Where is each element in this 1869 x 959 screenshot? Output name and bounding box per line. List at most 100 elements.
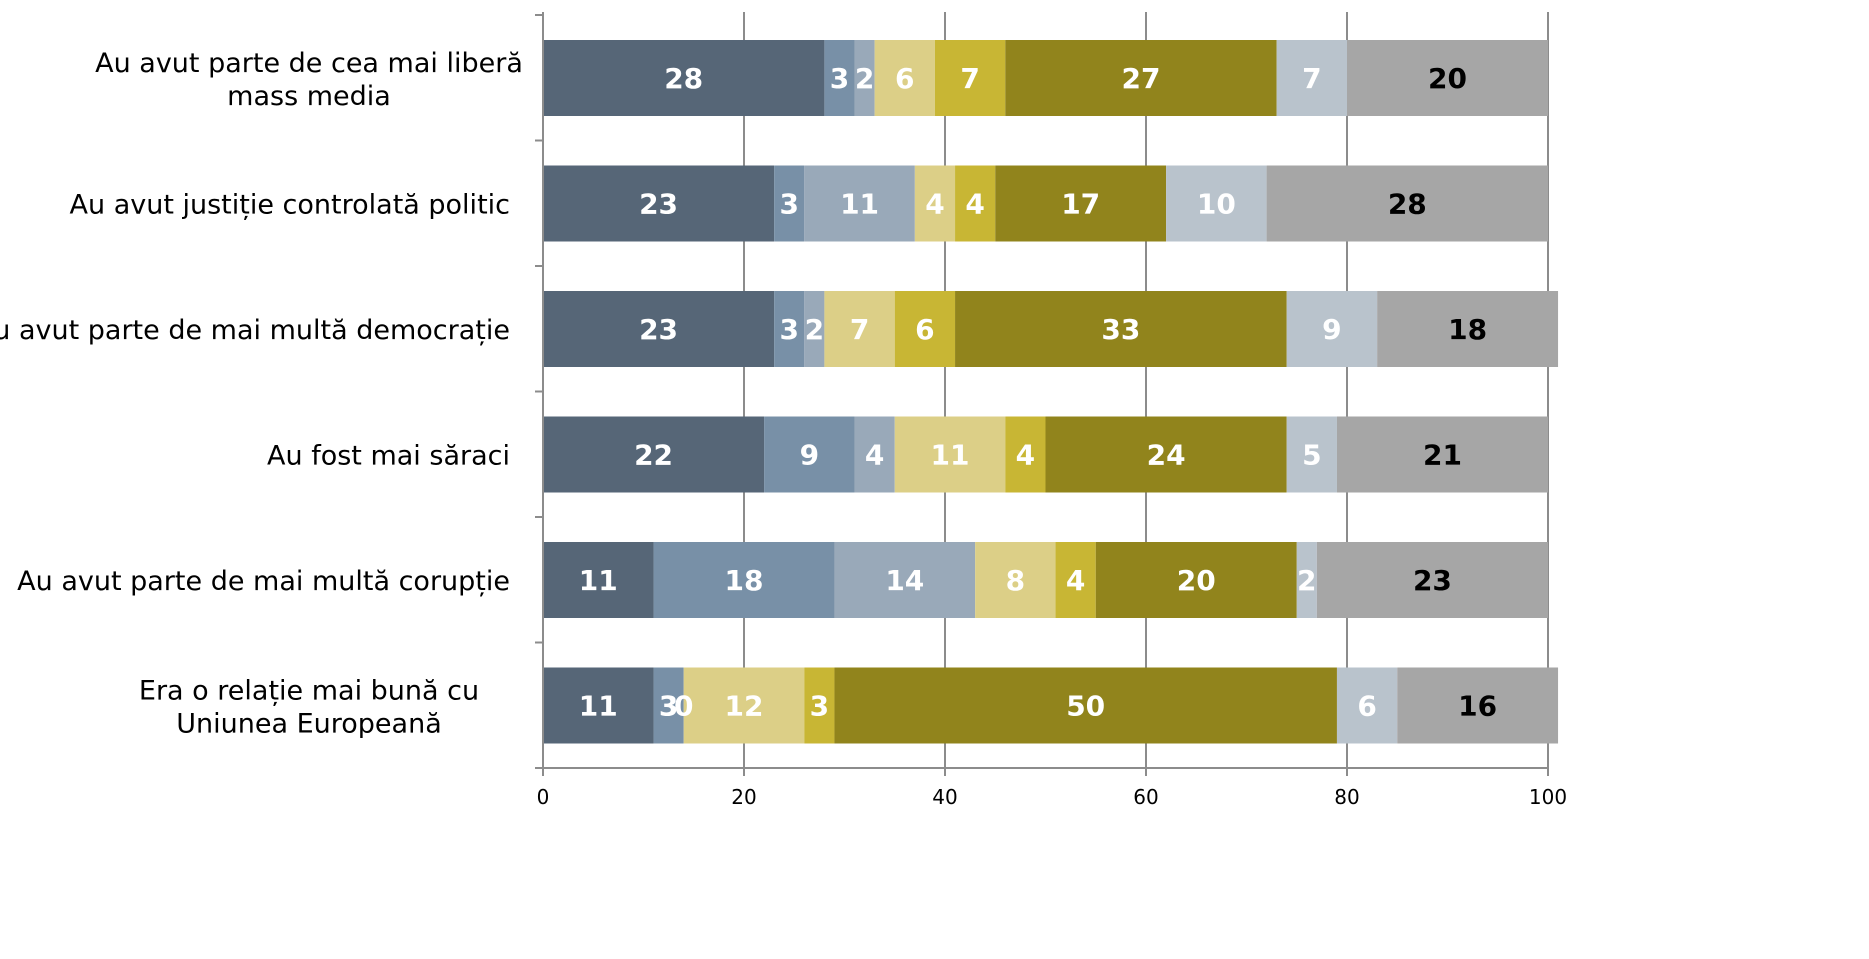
data-label: 9 xyxy=(1322,313,1341,346)
bar-segment xyxy=(1005,416,1046,493)
x-tick-label: 60 xyxy=(1133,785,1158,809)
bar-segment xyxy=(874,40,935,116)
bar-segment xyxy=(1347,40,1548,116)
bar-segment xyxy=(764,416,855,493)
data-label: 3 xyxy=(779,188,798,221)
bar-segment xyxy=(774,291,805,367)
data-label: 24 xyxy=(1147,439,1186,472)
data-label: 23 xyxy=(639,313,678,346)
category-labels: Au avut parte de cea mai liberă mass medi… xyxy=(0,48,523,740)
data-label: 3 xyxy=(779,313,798,346)
x-tick-label: 0 xyxy=(537,785,550,809)
data-label: 3 xyxy=(830,62,849,95)
bar-segment xyxy=(653,542,835,618)
data-label: 11 xyxy=(840,188,879,221)
bar-segment xyxy=(1045,416,1287,493)
bar-segment xyxy=(1397,667,1559,744)
bar-segment xyxy=(834,667,1337,744)
data-label: 6 xyxy=(1357,690,1376,723)
bar-segment xyxy=(1266,165,1548,242)
data-label: 3 xyxy=(810,690,829,723)
bar-segment xyxy=(995,165,1167,242)
data-label: 6 xyxy=(895,62,914,95)
category-label-line: Era o relație mai bună cu xyxy=(139,676,479,707)
bar-segment xyxy=(854,416,895,493)
data-label: 7 xyxy=(960,62,979,95)
bar-segment xyxy=(1336,667,1398,744)
data-label: 2 xyxy=(855,62,874,95)
bar-segment xyxy=(683,667,805,744)
bar-segment xyxy=(955,165,996,242)
category-label: Au avut justiție controlată politic xyxy=(70,190,510,221)
x-tick-label: 20 xyxy=(731,785,756,809)
data-label: 0 xyxy=(674,690,693,723)
bar-segment xyxy=(543,165,775,242)
bar-segment xyxy=(894,291,956,367)
bar-segment xyxy=(543,291,775,367)
data-label: 23 xyxy=(1413,564,1452,597)
bar-segment xyxy=(1377,291,1559,367)
x-tick-label: 100 xyxy=(1529,785,1567,809)
data-label: 22 xyxy=(634,439,673,472)
data-label: 9 xyxy=(800,439,819,472)
bar-segment xyxy=(653,667,684,744)
data-label: 2 xyxy=(1297,564,1316,597)
bar-segment xyxy=(1336,416,1548,493)
category-label: Au fost mai săraci xyxy=(267,441,510,472)
data-label: 27 xyxy=(1121,62,1160,95)
data-label: 7 xyxy=(850,313,869,346)
bar-segment xyxy=(955,291,1287,367)
category-label: Au avut parte de mai multă corupție xyxy=(17,566,510,597)
bar-segment xyxy=(543,40,825,116)
data-label: 16 xyxy=(1458,690,1497,723)
data-label: 4 xyxy=(1016,439,1035,472)
bar-segment xyxy=(975,542,1056,618)
data-label: 20 xyxy=(1428,62,1467,95)
data-label: 12 xyxy=(725,690,764,723)
bar-segment xyxy=(854,40,875,116)
bar-segment xyxy=(1055,542,1096,618)
bar-segment xyxy=(1286,291,1378,367)
category-label-line: Au avut parte de cea mai liberă xyxy=(95,48,523,79)
bar-segment xyxy=(804,291,825,367)
data-label: 33 xyxy=(1101,313,1140,346)
bar-segment xyxy=(1316,542,1548,618)
data-label: 2 xyxy=(805,313,824,346)
data-label: 10 xyxy=(1197,188,1236,221)
data-label: 4 xyxy=(865,439,884,472)
bar-segment xyxy=(834,542,976,618)
data-label: 20 xyxy=(1177,564,1216,597)
bar-segment xyxy=(824,291,895,367)
bar-segment xyxy=(1095,542,1297,618)
bar-segment xyxy=(1005,40,1277,116)
bar-segment xyxy=(824,40,855,116)
bar-segment xyxy=(543,416,765,493)
data-label: 17 xyxy=(1061,188,1100,221)
bar-segment xyxy=(543,667,654,744)
category-label-line: Uniunea Europeană xyxy=(176,709,442,740)
data-label: 28 xyxy=(1388,188,1427,221)
category-label: Au avut parte de mai multă democrație xyxy=(0,315,510,346)
data-label: 7 xyxy=(1302,62,1321,95)
x-tick-label: 40 xyxy=(932,785,957,809)
bar-segment xyxy=(804,165,915,242)
data-label: 11 xyxy=(931,439,970,472)
category-label-line: mass media xyxy=(227,81,391,112)
category-label: Era o relație mai bună cu Uniunea Europea… xyxy=(139,676,479,740)
data-label: 8 xyxy=(1006,564,1025,597)
data-label: 28 xyxy=(664,62,703,95)
data-label: 18 xyxy=(725,564,764,597)
data-label: 6 xyxy=(915,313,934,346)
data-label: 4 xyxy=(965,188,984,221)
data-label: 21 xyxy=(1423,439,1462,472)
bar-segment xyxy=(1276,40,1347,116)
data-label: 18 xyxy=(1448,313,1487,346)
data-label: 23 xyxy=(639,188,678,221)
bar-segment xyxy=(894,416,1006,493)
axes: 0 20 40 60 80 100 xyxy=(535,12,1567,809)
bar-segments xyxy=(543,40,1559,744)
x-tick-label: 80 xyxy=(1334,785,1359,809)
data-label: 14 xyxy=(885,564,924,597)
